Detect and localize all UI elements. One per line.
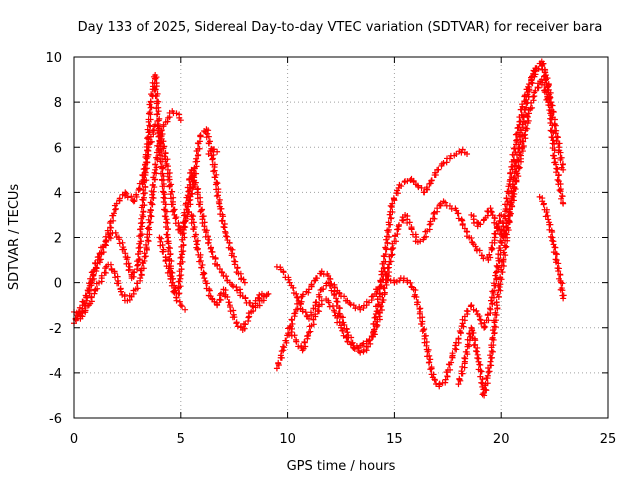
data-point xyxy=(197,132,204,139)
series-trace xyxy=(288,199,504,352)
series-trace xyxy=(539,195,567,299)
y-tick-label: 4 xyxy=(54,186,62,201)
data-point xyxy=(233,284,240,291)
data-point xyxy=(241,279,248,286)
data-point xyxy=(273,365,280,372)
y-tick-label: -4 xyxy=(49,367,62,382)
series-trace xyxy=(157,167,270,310)
x-tick-label: 5 xyxy=(177,432,185,447)
data-point xyxy=(357,306,364,313)
data-layer xyxy=(71,58,567,399)
series-track-f xyxy=(205,146,221,158)
series-track-l xyxy=(468,76,552,241)
data-point xyxy=(389,245,396,252)
data-point xyxy=(536,193,543,200)
y-tick-label: 6 xyxy=(54,141,62,156)
data-point xyxy=(177,302,184,309)
series-trace xyxy=(277,148,468,355)
x-tick-label: 10 xyxy=(279,432,296,447)
chart-title: Day 133 of 2025, Sidereal Day-to-day VTE… xyxy=(78,20,603,35)
data-point xyxy=(214,148,221,155)
y-tick-label: 2 xyxy=(54,232,62,247)
series-trace xyxy=(208,146,217,154)
series-trace xyxy=(470,78,551,238)
tick-label-layer: 0 5 10 15 20 25 -6 -4 -2 0 2 4 6 8 10 xyxy=(45,51,616,447)
series-trace xyxy=(275,270,389,369)
series-track-g xyxy=(273,146,471,356)
series-track-e xyxy=(188,211,270,334)
y-tick-label: -2 xyxy=(49,322,62,337)
y-tick-label: 8 xyxy=(54,96,62,111)
data-point xyxy=(455,381,462,388)
grid-layer xyxy=(74,57,608,418)
data-point xyxy=(468,324,475,331)
tick-layer xyxy=(73,56,609,419)
x-tick-label: 0 xyxy=(70,432,78,447)
series-track-c xyxy=(71,121,248,327)
data-point xyxy=(205,151,212,158)
y-axis-label: SDTVAR / TECUs xyxy=(7,184,22,291)
data-point xyxy=(459,146,466,153)
data-point xyxy=(135,261,142,268)
y-tick-label: 10 xyxy=(45,51,62,66)
x-axis-label: GPS time / hours xyxy=(287,459,396,474)
x-tick-label: 15 xyxy=(386,432,403,447)
data-point xyxy=(350,302,357,309)
x-tick-label: 20 xyxy=(493,432,510,447)
y-tick-label: -6 xyxy=(49,412,62,427)
y-tick-label: 0 xyxy=(54,277,62,292)
series-track-d xyxy=(156,166,272,311)
series-track-h xyxy=(273,268,389,372)
series-trace xyxy=(188,213,267,332)
data-point xyxy=(382,245,389,252)
series-track-m xyxy=(536,193,567,302)
data-point xyxy=(344,329,351,336)
data-point xyxy=(182,306,189,313)
x-tick-label: 25 xyxy=(600,432,617,447)
